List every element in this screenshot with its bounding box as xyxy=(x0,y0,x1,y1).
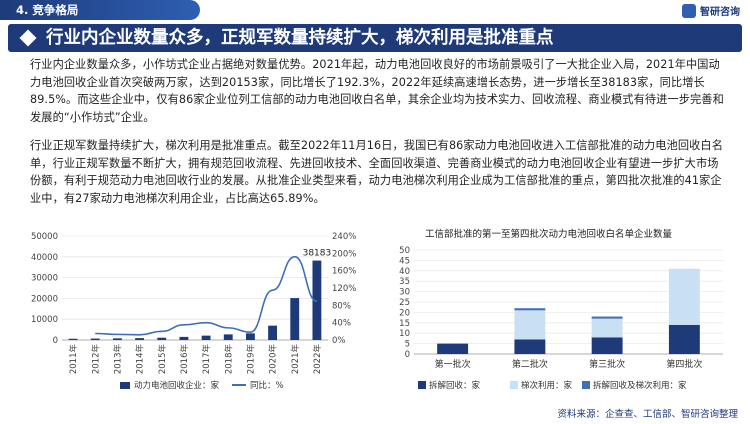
right-tick-label: 0% xyxy=(332,336,346,346)
y-tick-label: 35 xyxy=(399,277,410,287)
chart-title: 工信部批准的第一至第四批次动力电池回收白名单企业数量 xyxy=(425,228,673,240)
brand-name: 智研咨询 xyxy=(700,7,740,18)
paragraph-2: 行业正规军数量持续扩大，梯次利用是批准重点。截至2022年11月16日，我国已有… xyxy=(30,139,723,205)
x-tick-label: 2017年 xyxy=(201,344,212,375)
legend-swatch xyxy=(510,381,518,389)
x-tick-label: 2018年 xyxy=(223,344,234,375)
headline-banner: 行业内企业数量众多，正规军数量持续扩大，梯次利用是批准重点 xyxy=(8,24,742,52)
bar-enterprise-count xyxy=(268,325,278,340)
left-tick-label: 40000 xyxy=(31,253,58,263)
stacked-bar-segment xyxy=(591,316,623,319)
legend-swatch-bar xyxy=(120,382,130,389)
legend-label: 拆解回收及梯次利用：家 xyxy=(593,380,687,391)
left-tick-label: 50000 xyxy=(31,232,58,242)
legend-swatch xyxy=(418,381,426,389)
stacked-bar-segment xyxy=(514,308,546,311)
yoy-growth-line xyxy=(95,255,318,336)
x-tick-label: 第二批次 xyxy=(512,358,548,370)
legend-swatch xyxy=(582,381,590,389)
bar-enterprise-count xyxy=(312,260,322,340)
whitelist-batches-chart: 工信部批准的第一至第四批次动力电池回收白名单企业数量 05101520253035… xyxy=(399,228,723,391)
paragraph-1: 行业内企业数量众多，小作坊式企业占据绝对数量优势。2021年起，动力电池回收良好… xyxy=(30,58,724,124)
headline-text: 行业内企业数量众多，正规军数量持续扩大，梯次利用是批准重点 xyxy=(46,28,554,48)
stacked-bar-segment xyxy=(437,343,469,354)
bar-enterprise-count xyxy=(179,336,189,340)
bar-enterprise-count xyxy=(90,338,100,340)
stacked-bar-segment xyxy=(514,310,546,340)
x-tick-label: 第四批次 xyxy=(666,358,702,370)
bar-enterprise-count xyxy=(112,338,122,340)
y-tick-label: 45 xyxy=(399,256,410,266)
enterprise-count-chart: 0 10000 20000 30000 40000 50000 0% 40% 80% 120% 16… xyxy=(31,232,356,391)
section-tag: 4. 竞争格局 xyxy=(0,0,200,20)
y-tick-label: 20 xyxy=(399,308,410,318)
brand-logo-icon xyxy=(682,3,696,18)
x-tick-label: 2012年 xyxy=(90,344,101,375)
bar-enterprise-count xyxy=(290,298,300,340)
right-tick-label: 120% xyxy=(332,284,356,294)
stacked-bar-segment xyxy=(591,318,623,338)
bar-enterprise-count xyxy=(157,337,167,340)
y-tick-label: 30 xyxy=(399,288,410,298)
bar-data-label: 38183 xyxy=(303,249,332,259)
y-tick-label: 15 xyxy=(399,319,410,329)
y-tick-label: 50 xyxy=(399,246,410,256)
right-tick-label: 240% xyxy=(332,232,356,242)
source-note: 资料来源：企查查、工信部、智研咨询整理 xyxy=(557,409,738,420)
bar-enterprise-count xyxy=(201,335,211,340)
right-tick-label: 160% xyxy=(332,267,356,277)
y-tick-label: 40 xyxy=(399,267,410,277)
x-tick-label: 2014年 xyxy=(135,344,146,375)
top-bar: 4. 竞争格局 智研咨询 xyxy=(0,0,750,22)
y-tick-label: 10 xyxy=(399,329,410,339)
bar-enterprise-count xyxy=(245,333,255,340)
x-tick-label: 2015年 xyxy=(157,344,168,375)
y-tick-label: 0 xyxy=(405,350,410,360)
x-tick-label: 第一批次 xyxy=(435,358,471,370)
y-tick-label: 5 xyxy=(405,340,410,350)
legend-label: 拆解回收：家 xyxy=(429,380,481,391)
bar-enterprise-count xyxy=(135,338,145,340)
left-tick-label: 10000 xyxy=(31,315,58,325)
y-tick-label: 25 xyxy=(399,298,410,308)
left-tick-label: 0 xyxy=(53,336,58,346)
legend-label-line: 同比：% xyxy=(250,380,284,391)
x-tick-label: 第三批次 xyxy=(589,358,625,370)
bar-enterprise-count xyxy=(68,338,78,340)
x-tick-label: 2011年 xyxy=(68,344,79,375)
right-tick-label: 200% xyxy=(332,249,356,259)
bar-enterprise-count xyxy=(223,334,233,340)
legend-label: 梯次利用：家 xyxy=(521,380,573,391)
left-tick-label: 20000 xyxy=(31,294,58,304)
stacked-bar-segment xyxy=(514,339,546,354)
x-tick-label: 2013年 xyxy=(112,344,123,375)
x-tick-label: 2016年 xyxy=(179,344,190,375)
right-tick-label: 80% xyxy=(332,301,351,311)
left-tick-label: 30000 xyxy=(31,274,58,284)
stacked-bar-segment xyxy=(591,337,623,354)
legend-label-bar: 动力电池回收企业：家 xyxy=(134,380,220,391)
diamond-icon xyxy=(19,29,37,47)
stacked-bar-segment xyxy=(668,324,700,354)
right-tick-label: 40% xyxy=(332,319,351,329)
stacked-bar-segment xyxy=(668,268,700,325)
x-tick-label: 2019年 xyxy=(245,344,256,375)
x-tick-label: 2022年 xyxy=(312,344,323,375)
x-tick-label: 2020年 xyxy=(268,344,279,375)
brand-logo: 智研咨询 xyxy=(682,3,740,18)
x-tick-label: 2021年 xyxy=(290,344,301,375)
